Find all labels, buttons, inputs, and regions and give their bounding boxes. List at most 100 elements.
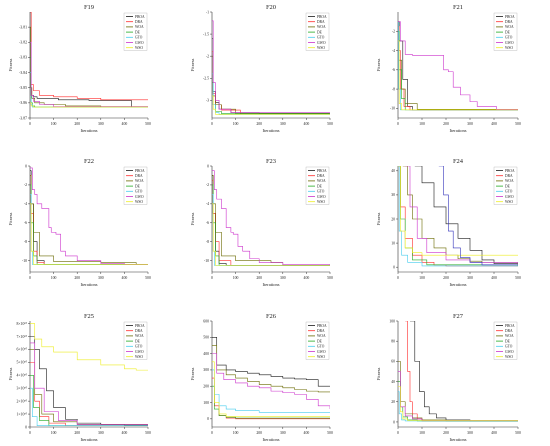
y-tick-label: 500 bbox=[203, 336, 209, 340]
legend-entry: PBOA bbox=[317, 15, 327, 19]
y-tick-label: -4 bbox=[24, 202, 27, 206]
y-tick-label: 8×10¹⁰ bbox=[17, 322, 28, 326]
legend-entry: GTO bbox=[135, 190, 143, 194]
series-line-pboa bbox=[414, 166, 518, 264]
legend-entry: WSO bbox=[135, 355, 143, 359]
x-tick-label: 200 bbox=[74, 431, 80, 435]
x-tick-label: 400 bbox=[491, 276, 497, 280]
y-tick-label: -3.86 bbox=[19, 101, 27, 105]
x-tick-label: 0 bbox=[211, 122, 213, 126]
x-tick-label: 200 bbox=[443, 276, 449, 280]
legend-entry: PBOA bbox=[317, 169, 327, 173]
legend-entry: DRA bbox=[135, 329, 143, 333]
y-axis-label: Fitness bbox=[190, 58, 195, 71]
series-line-dra bbox=[212, 51, 330, 115]
y-tick-label: 10 bbox=[391, 241, 395, 245]
x-tick-label: 500 bbox=[327, 431, 333, 435]
legend-entry: WOA bbox=[135, 25, 144, 29]
legend-entry: WSO bbox=[505, 355, 513, 359]
x-tick-label: 0 bbox=[397, 431, 399, 435]
legend-entry: DE bbox=[505, 30, 511, 34]
x-axis-label: Iterations bbox=[263, 437, 280, 442]
x-tick-label: 0 bbox=[397, 276, 399, 280]
series-line-dra bbox=[30, 12, 148, 101]
series-line-wso bbox=[212, 95, 330, 115]
x-tick-label: 500 bbox=[515, 276, 521, 280]
series-line-gwo bbox=[212, 170, 330, 266]
y-tick-label: -2 bbox=[392, 30, 395, 34]
y-tick-label: -10 bbox=[204, 259, 209, 263]
y-tick-label: -2 bbox=[206, 54, 209, 58]
y-tick-label: -2.5 bbox=[203, 77, 209, 81]
y-tick-label: 300 bbox=[203, 368, 209, 372]
legend-box bbox=[305, 166, 330, 205]
legend-entry: PBOA bbox=[505, 324, 515, 328]
y-axis-label: Fitness bbox=[190, 212, 195, 225]
series-line-woa bbox=[30, 175, 148, 265]
x-tick-label: 400 bbox=[122, 276, 128, 280]
x-tick-label: 100 bbox=[419, 276, 425, 280]
chart-title: F22 bbox=[84, 158, 94, 165]
y-tick-label: 4×10¹⁰ bbox=[17, 374, 28, 378]
legend-entry: GTO bbox=[317, 345, 325, 349]
legend-entry: DRA bbox=[317, 20, 325, 24]
y-axis-label: Fitness bbox=[8, 367, 13, 380]
x-tick-label: 400 bbox=[304, 276, 310, 280]
x-tick-label: 200 bbox=[443, 122, 449, 126]
y-tick-label: 0 bbox=[393, 420, 395, 424]
chart-f21: F21 0 100 200 300 400 500 -10 -8 -6 -4 -2 Iterations… bbox=[376, 4, 521, 133]
series-line-wso bbox=[398, 166, 518, 256]
series-line-gwo bbox=[30, 41, 148, 107]
series-line-woa bbox=[212, 55, 330, 115]
legend-entry: GWO bbox=[317, 350, 326, 354]
series-line-woa bbox=[30, 349, 148, 426]
legend-entry: GTO bbox=[505, 190, 513, 194]
x-tick-label: 100 bbox=[51, 431, 57, 435]
legend-entry: DE bbox=[317, 339, 323, 343]
y-tick-label: -10 bbox=[390, 107, 395, 111]
y-tick-label: 40 bbox=[391, 169, 395, 173]
legend-entry: WOA bbox=[505, 179, 514, 183]
y-tick-label: -1.5 bbox=[203, 32, 209, 36]
series-line-wso bbox=[212, 361, 330, 417]
y-tick-label: 0 bbox=[25, 425, 27, 429]
x-tick-label: 100 bbox=[419, 431, 425, 435]
legend-entry: GWO bbox=[505, 41, 514, 45]
x-axis-label: Iterations bbox=[263, 282, 280, 287]
legend-box bbox=[123, 166, 148, 205]
y-tick-label: 0 bbox=[25, 164, 27, 168]
x-tick-label: 100 bbox=[233, 122, 239, 126]
y-tick-label: -8 bbox=[24, 240, 27, 244]
y-tick-label: -8 bbox=[206, 240, 209, 244]
x-tick-label: 200 bbox=[443, 431, 449, 435]
y-tick-label: -3.82 bbox=[19, 41, 27, 45]
x-tick-label: 300 bbox=[280, 431, 286, 435]
legend-entry: DE bbox=[317, 184, 323, 188]
y-tick-label: 60 bbox=[391, 360, 395, 364]
series-line-dra bbox=[212, 377, 330, 420]
y-tick-label: 30 bbox=[391, 193, 395, 197]
x-tick-label: 500 bbox=[327, 122, 333, 126]
legend-entry: WSO bbox=[505, 46, 513, 50]
x-tick-label: 400 bbox=[304, 122, 310, 126]
x-tick-label: 100 bbox=[233, 276, 239, 280]
legend-entry: GWO bbox=[317, 195, 326, 199]
y-axis-label: Fitness bbox=[376, 212, 381, 225]
chart-f25: F25 0 100 200 300 400 500 0 1×10¹⁰ 2×10¹⁰ 3×10¹⁰ 4×… bbox=[8, 313, 151, 442]
y-tick-label: 0 bbox=[207, 164, 209, 168]
series-group bbox=[398, 21, 518, 111]
chart-f24: F24 0 100 200 300 400 500 0 10 20 30 40 Iterations Fi… bbox=[376, 158, 521, 287]
series-group bbox=[30, 12, 148, 108]
x-axis-label: Iterations bbox=[81, 282, 98, 287]
y-tick-label: -10 bbox=[22, 259, 27, 263]
y-tick-label: 100 bbox=[203, 401, 209, 405]
chart-f27: F27 0 100 200 300 400 500 0 20 40 60 80 100 Iteration… bbox=[376, 313, 521, 442]
series-line-woa bbox=[402, 166, 518, 265]
legend-entry: PBOA bbox=[135, 15, 145, 19]
x-tick-label: 400 bbox=[122, 431, 128, 435]
x-tick-label: 100 bbox=[233, 431, 239, 435]
series-line-wso bbox=[398, 386, 518, 421]
y-axis-label: Fitness bbox=[376, 367, 381, 380]
